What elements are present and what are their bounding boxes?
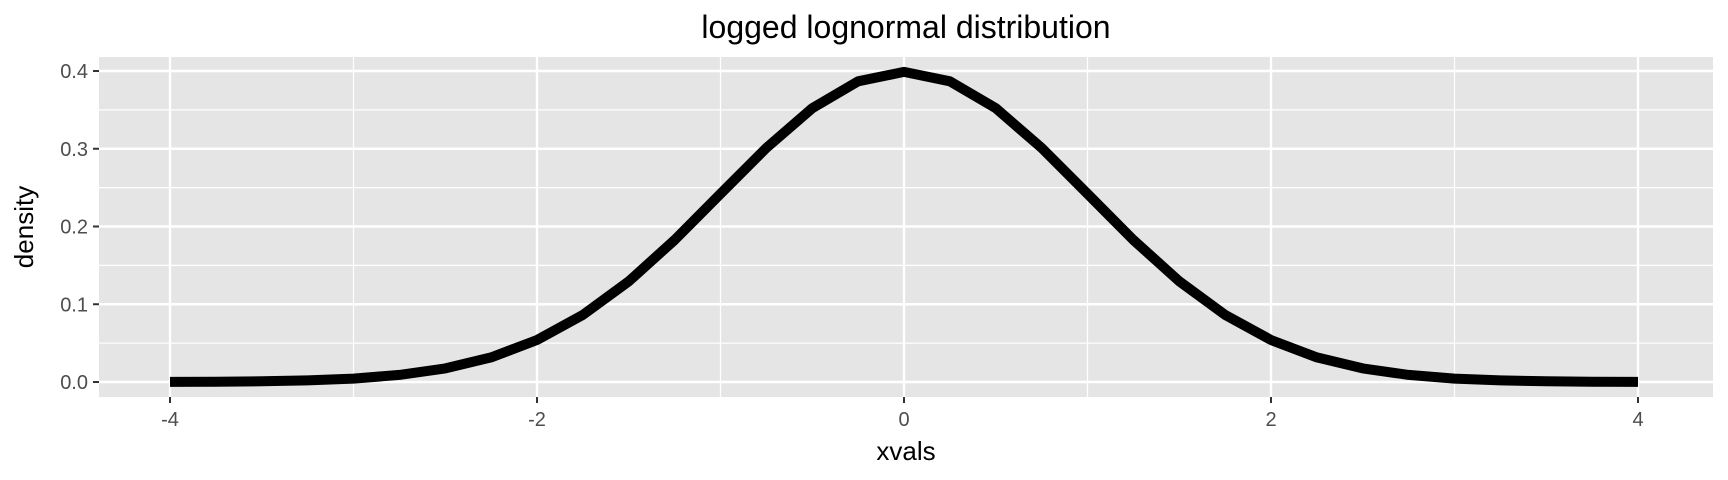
y-tick-label: 0.1 (60, 294, 88, 316)
x-tick-label: -2 (528, 409, 546, 431)
x-axis-title: xvals (876, 436, 935, 466)
x-tick-label: 2 (1265, 409, 1276, 431)
chart-title: logged lognormal distribution (701, 9, 1110, 45)
y-tick-label: 0.4 (60, 61, 88, 83)
y-tick-label: 0.2 (60, 217, 88, 239)
series-line-0 (169, 66, 1639, 387)
y-tick-label: 0.0 (60, 372, 88, 394)
y-tick-label: 0.3 (60, 139, 88, 161)
y-axis: 0.0 0.1 0.2 0.3 0.4 (60, 61, 99, 394)
plot-panel (99, 57, 1713, 397)
x-axis: -4 -2 0 2 4 (161, 397, 1644, 431)
x-tick-label: -4 (161, 409, 179, 431)
x-tick-label: 4 (1632, 409, 1643, 431)
y-axis-title: density (9, 186, 39, 268)
x-tick-label: 0 (898, 409, 909, 431)
